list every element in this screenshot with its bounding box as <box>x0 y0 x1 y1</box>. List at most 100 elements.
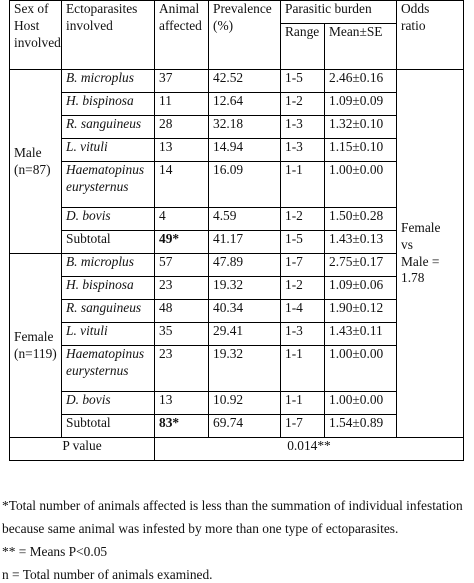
table-row: D. bovis 4 4.59 1-2 1.50±0.28 <box>10 207 464 231</box>
parasite-name-line: Haematopinus <box>66 162 145 178</box>
mean-se-value: 1.09±0.06 <box>323 276 398 300</box>
subtotal-range: 1-7 <box>280 414 325 438</box>
parasite-name: R. sanguineus <box>61 299 155 323</box>
subtotal-prevalence: 41.17 <box>208 230 281 254</box>
header-line: Prevalence <box>213 1 272 17</box>
mean-se-value: 1.50±0.28 <box>323 207 398 231</box>
header-line: (%) <box>213 17 234 33</box>
mean-se-value: 1.00±0.00 <box>323 391 398 415</box>
note-total-animals: *Total number of animals affected is les… <box>2 498 463 513</box>
header-row: Sex of Host involved Ectoparasites involved A… <box>9 0 465 70</box>
parasite-name: H. bispinosa <box>61 92 155 116</box>
parasite-name: L. vituli <box>61 138 155 162</box>
header-odds-ratio: Odds ratio <box>396 0 465 70</box>
parasite-name-line: eurysternus <box>66 178 129 194</box>
parasite-name-line: L. vituli <box>66 139 108 155</box>
header-prevalence: Prevalence (%) <box>208 0 281 70</box>
subtotal-row: Subtotal 49* 41.17 1-5 1.43±0.13 <box>10 230 464 254</box>
parasite-name: B. microplus <box>61 69 155 93</box>
parasite-name: H. bispinosa <box>61 276 155 300</box>
group-label: Male (n=87) <box>9 69 62 254</box>
prevalence-value: 19.32 <box>208 345 281 392</box>
header-line: Host <box>14 17 40 33</box>
subtotal-mean-se: 1.43±0.13 <box>323 230 398 254</box>
animal-affected-value: 4 <box>154 207 209 231</box>
header-mean-se: Mean±SE <box>323 23 398 70</box>
subtotal-label: Subtotal <box>61 414 155 438</box>
range-value: 1-5 <box>280 69 325 93</box>
subtotal-range: 1-5 <box>280 230 325 254</box>
note-n-definition: n = Total number of animals examined. <box>2 567 213 582</box>
mean-se-value: 1.00±0.00 <box>323 345 398 392</box>
animal-affected-value: 28 <box>154 115 209 139</box>
group-label-line: (n=87) <box>14 161 51 177</box>
parasite-name-line: B. microplus <box>66 254 134 270</box>
mean-se-value: 1.15±0.10 <box>323 138 398 162</box>
range-value: 1-2 <box>280 92 325 116</box>
table-row: Female (n=119) B. microplus 57 47.89 1-7 2.75±… <box>9 253 464 438</box>
parasite-name-line: Haematopinus <box>66 346 145 362</box>
odds-ratio-line: Male = <box>401 253 440 269</box>
header-range: Range <box>280 23 325 70</box>
prevalence-value: 40.34 <box>208 299 281 323</box>
header-animal-affected: Animal affected <box>154 0 209 70</box>
parasite-name-line: R. sanguineus <box>66 116 142 132</box>
parasite-name-line: B. microplus <box>66 70 134 86</box>
table-row: Male (n=87) B. microplus 37 42.52 1-5 2.46±0.1… <box>9 69 465 438</box>
prevalence-value: 29.41 <box>208 322 281 346</box>
table-row: L. vituli 35 29.41 1-3 1.43±0.11 <box>10 322 464 346</box>
table-row: H. bispinosa 11 12.64 1-2 1.09±0.09 <box>10 92 464 116</box>
subtotal-prevalence: 69.74 <box>208 414 281 438</box>
pvalue-row: P value 0.014** <box>9 437 465 461</box>
range-value: 1-3 <box>280 322 325 346</box>
animal-affected-value: 57 <box>154 253 209 277</box>
header-line: Odds <box>401 1 430 17</box>
subtotal-animal-affected: 49* <box>154 230 209 254</box>
range-value: 1-7 <box>280 253 325 277</box>
subtotal-row: Subtotal 83* 69.74 1-7 1.54±0.89 <box>10 414 464 438</box>
parasite-name: D. bovis <box>61 207 155 231</box>
pvalue-label: P value <box>9 437 155 461</box>
animal-affected-value: 23 <box>154 276 209 300</box>
note-significance: ** = Means P<0.05 <box>2 544 108 559</box>
parasite-name-line: eurysternus <box>66 362 129 378</box>
note-multiple-infestation: because same animal was infested by more… <box>2 521 399 536</box>
prevalence-value: 4.59 <box>208 207 281 231</box>
animal-affected-value: 14 <box>154 161 209 208</box>
animal-affected-value: 37 <box>154 69 209 93</box>
header-line: ratio <box>401 17 426 33</box>
prevalence-value: 16.09 <box>208 161 281 208</box>
odds-ratio-line: 1.78 <box>401 270 425 286</box>
subtotal-label: Subtotal <box>61 230 155 254</box>
animal-affected-value: 23 <box>154 345 209 392</box>
prevalence-value: 42.52 <box>208 69 281 93</box>
mean-se-value: 1.32±0.10 <box>323 115 398 139</box>
parasite-name-line: L. vituli <box>66 323 108 339</box>
mean-se-value: 1.90±0.12 <box>323 299 398 323</box>
table-notes: *Total number of animals affected is les… <box>2 494 474 583</box>
odds-ratio-line: vs <box>401 236 413 252</box>
header-line: affected <box>159 17 202 33</box>
table-row: H. bispinosa 23 19.32 1-2 1.09±0.06 <box>10 276 464 300</box>
header-line: Animal <box>159 1 200 17</box>
parasite-name-line: H. bispinosa <box>66 277 134 293</box>
mean-se-value: 2.75±0.17 <box>323 253 398 277</box>
prevalence-value: 47.89 <box>208 253 281 277</box>
mean-se-value: 1.43±0.11 <box>323 322 398 346</box>
range-value: 1-3 <box>280 138 325 162</box>
subtotal-mean-se: 1.54±0.89 <box>323 414 398 438</box>
group-label-line: Female <box>14 328 54 344</box>
subtotal-animal-affected: 83* <box>154 414 209 438</box>
table-row: D. bovis 13 10.92 1-1 1.00±0.00 <box>10 391 464 415</box>
animal-affected-value: 13 <box>154 138 209 162</box>
prevalence-value: 10.92 <box>208 391 281 415</box>
range-value: 1-3 <box>280 115 325 139</box>
group-label-line: Male <box>14 144 42 160</box>
prevalence-value: 19.32 <box>208 276 281 300</box>
parasite-name: L. vituli <box>61 322 155 346</box>
parasite-name: Haematopinus eurysternus <box>61 345 155 392</box>
range-value: 1-2 <box>280 207 325 231</box>
mean-se-value: 2.46±0.16 <box>323 69 398 93</box>
animal-affected-value: 35 <box>154 322 209 346</box>
parasite-name-line: D. bovis <box>66 208 111 224</box>
